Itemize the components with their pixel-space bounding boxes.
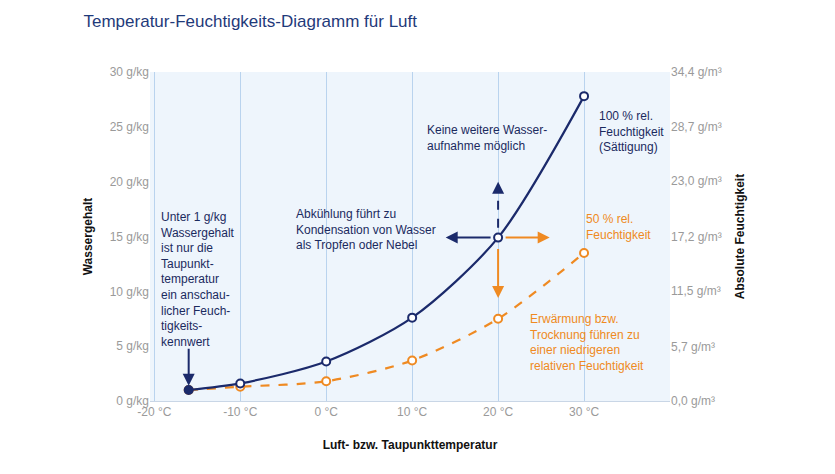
svg-text:-10 °C: -10 °C: [223, 405, 257, 419]
svg-text:Keine weitere Wasser-aufnahme: Keine weitere Wasser-aufnahme möglich: [427, 123, 547, 153]
svg-text:10 °C: 10 °C: [397, 405, 427, 419]
svg-text:20 °C: 20 °C: [483, 405, 513, 419]
svg-text:30 g/kg: 30 g/kg: [110, 65, 149, 79]
svg-text:0 °C: 0 °C: [314, 405, 338, 419]
svg-text:0 g/kg: 0 g/kg: [116, 394, 149, 408]
svg-text:11,5 g/m³: 11,5 g/m³: [671, 284, 721, 298]
svg-text:10 g/kg: 10 g/kg: [110, 285, 149, 299]
svg-text:15 g/kg: 15 g/kg: [110, 230, 149, 244]
svg-text:34,4 g/m³: 34,4 g/m³: [671, 65, 722, 79]
svg-text:5,7 g/m³: 5,7 g/m³: [671, 340, 715, 354]
svg-text:25 g/kg: 25 g/kg: [110, 120, 149, 134]
svg-text:28,7 g/m³: 28,7 g/m³: [671, 120, 722, 134]
svg-text:100 % rel.Feuchtigkeit(Sättigu: 100 % rel.Feuchtigkeit(Sättigung): [599, 109, 664, 154]
svg-text:Unter 1 g/kgWassergehaltist nu: Unter 1 g/kgWassergehaltist nur dieTaupu…: [161, 210, 235, 349]
svg-text:Wassergehalt: Wassergehalt: [81, 198, 95, 276]
svg-text:23,0 g/m³: 23,0 g/m³: [671, 174, 722, 188]
svg-text:30 °C: 30 °C: [569, 405, 599, 419]
svg-text:Absolute Feuchtigkeit: Absolute Feuchtigkeit: [733, 174, 747, 299]
svg-text:Erwärmung bzw.Trocknung führen: Erwärmung bzw.Trocknung führen zueiner n…: [530, 312, 644, 373]
svg-text:Luft- bzw. Taupunkttemperatur: Luft- bzw. Taupunkttemperatur: [323, 438, 498, 452]
svg-text:Abkühlung führt zuKondensation: Abkühlung führt zuKondensation von Wasse…: [296, 207, 436, 252]
svg-text:17,2 g/m³: 17,2 g/m³: [671, 230, 722, 244]
svg-text:50 % rel.Feuchtigkeit: 50 % rel.Feuchtigkeit: [586, 212, 651, 242]
svg-text:5 g/kg: 5 g/kg: [116, 339, 149, 353]
svg-text:Temperatur-Feuchtigkeits-Diagr: Temperatur-Feuchtigkeits-Diagramm für Lu…: [84, 12, 418, 31]
svg-text:0,0 g/m³: 0,0 g/m³: [671, 394, 715, 408]
svg-text:20 g/kg: 20 g/kg: [110, 175, 149, 189]
svg-text:-20 °C: -20 °C: [137, 405, 171, 419]
